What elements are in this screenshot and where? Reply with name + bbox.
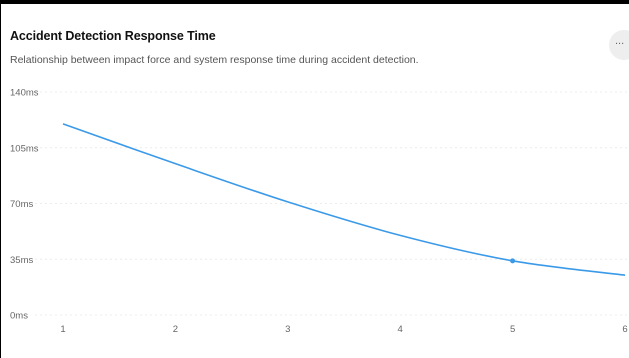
x-tick-label: 4 <box>398 324 403 335</box>
chart-card: Accident Detection Response Time Relatio… <box>1 4 629 358</box>
x-axis-ticks: 1 2 3 4 5 6 <box>60 324 627 335</box>
series-line <box>62 123 626 276</box>
x-tick-label: 2 <box>173 324 178 335</box>
y-tick-label: 105ms <box>10 143 39 154</box>
chart-subtitle: Relationship between impact force and sy… <box>10 54 419 66</box>
y-axis-ticks: 0ms 35ms 70ms 105ms 140ms <box>10 88 39 322</box>
chart-title: Accident Detection Response Time <box>10 29 216 43</box>
line-chart: 0ms 35ms 70ms 105ms 140ms 1 2 3 4 5 6 <box>10 88 629 335</box>
x-tick-label: 1 <box>60 324 65 335</box>
more-options-button[interactable]: ... <box>609 30 629 60</box>
y-tick-label: 0ms <box>10 311 28 322</box>
data-point[interactable] <box>510 258 516 264</box>
grid-lines <box>35 91 629 316</box>
x-tick-label: 3 <box>285 324 290 335</box>
x-tick-label: 6 <box>622 324 627 335</box>
y-tick-label: 140ms <box>10 88 39 99</box>
y-tick-label: 35ms <box>10 255 33 266</box>
x-tick-label: 5 <box>510 324 515 335</box>
series-layer <box>62 123 626 276</box>
y-tick-label: 70ms <box>10 199 33 210</box>
